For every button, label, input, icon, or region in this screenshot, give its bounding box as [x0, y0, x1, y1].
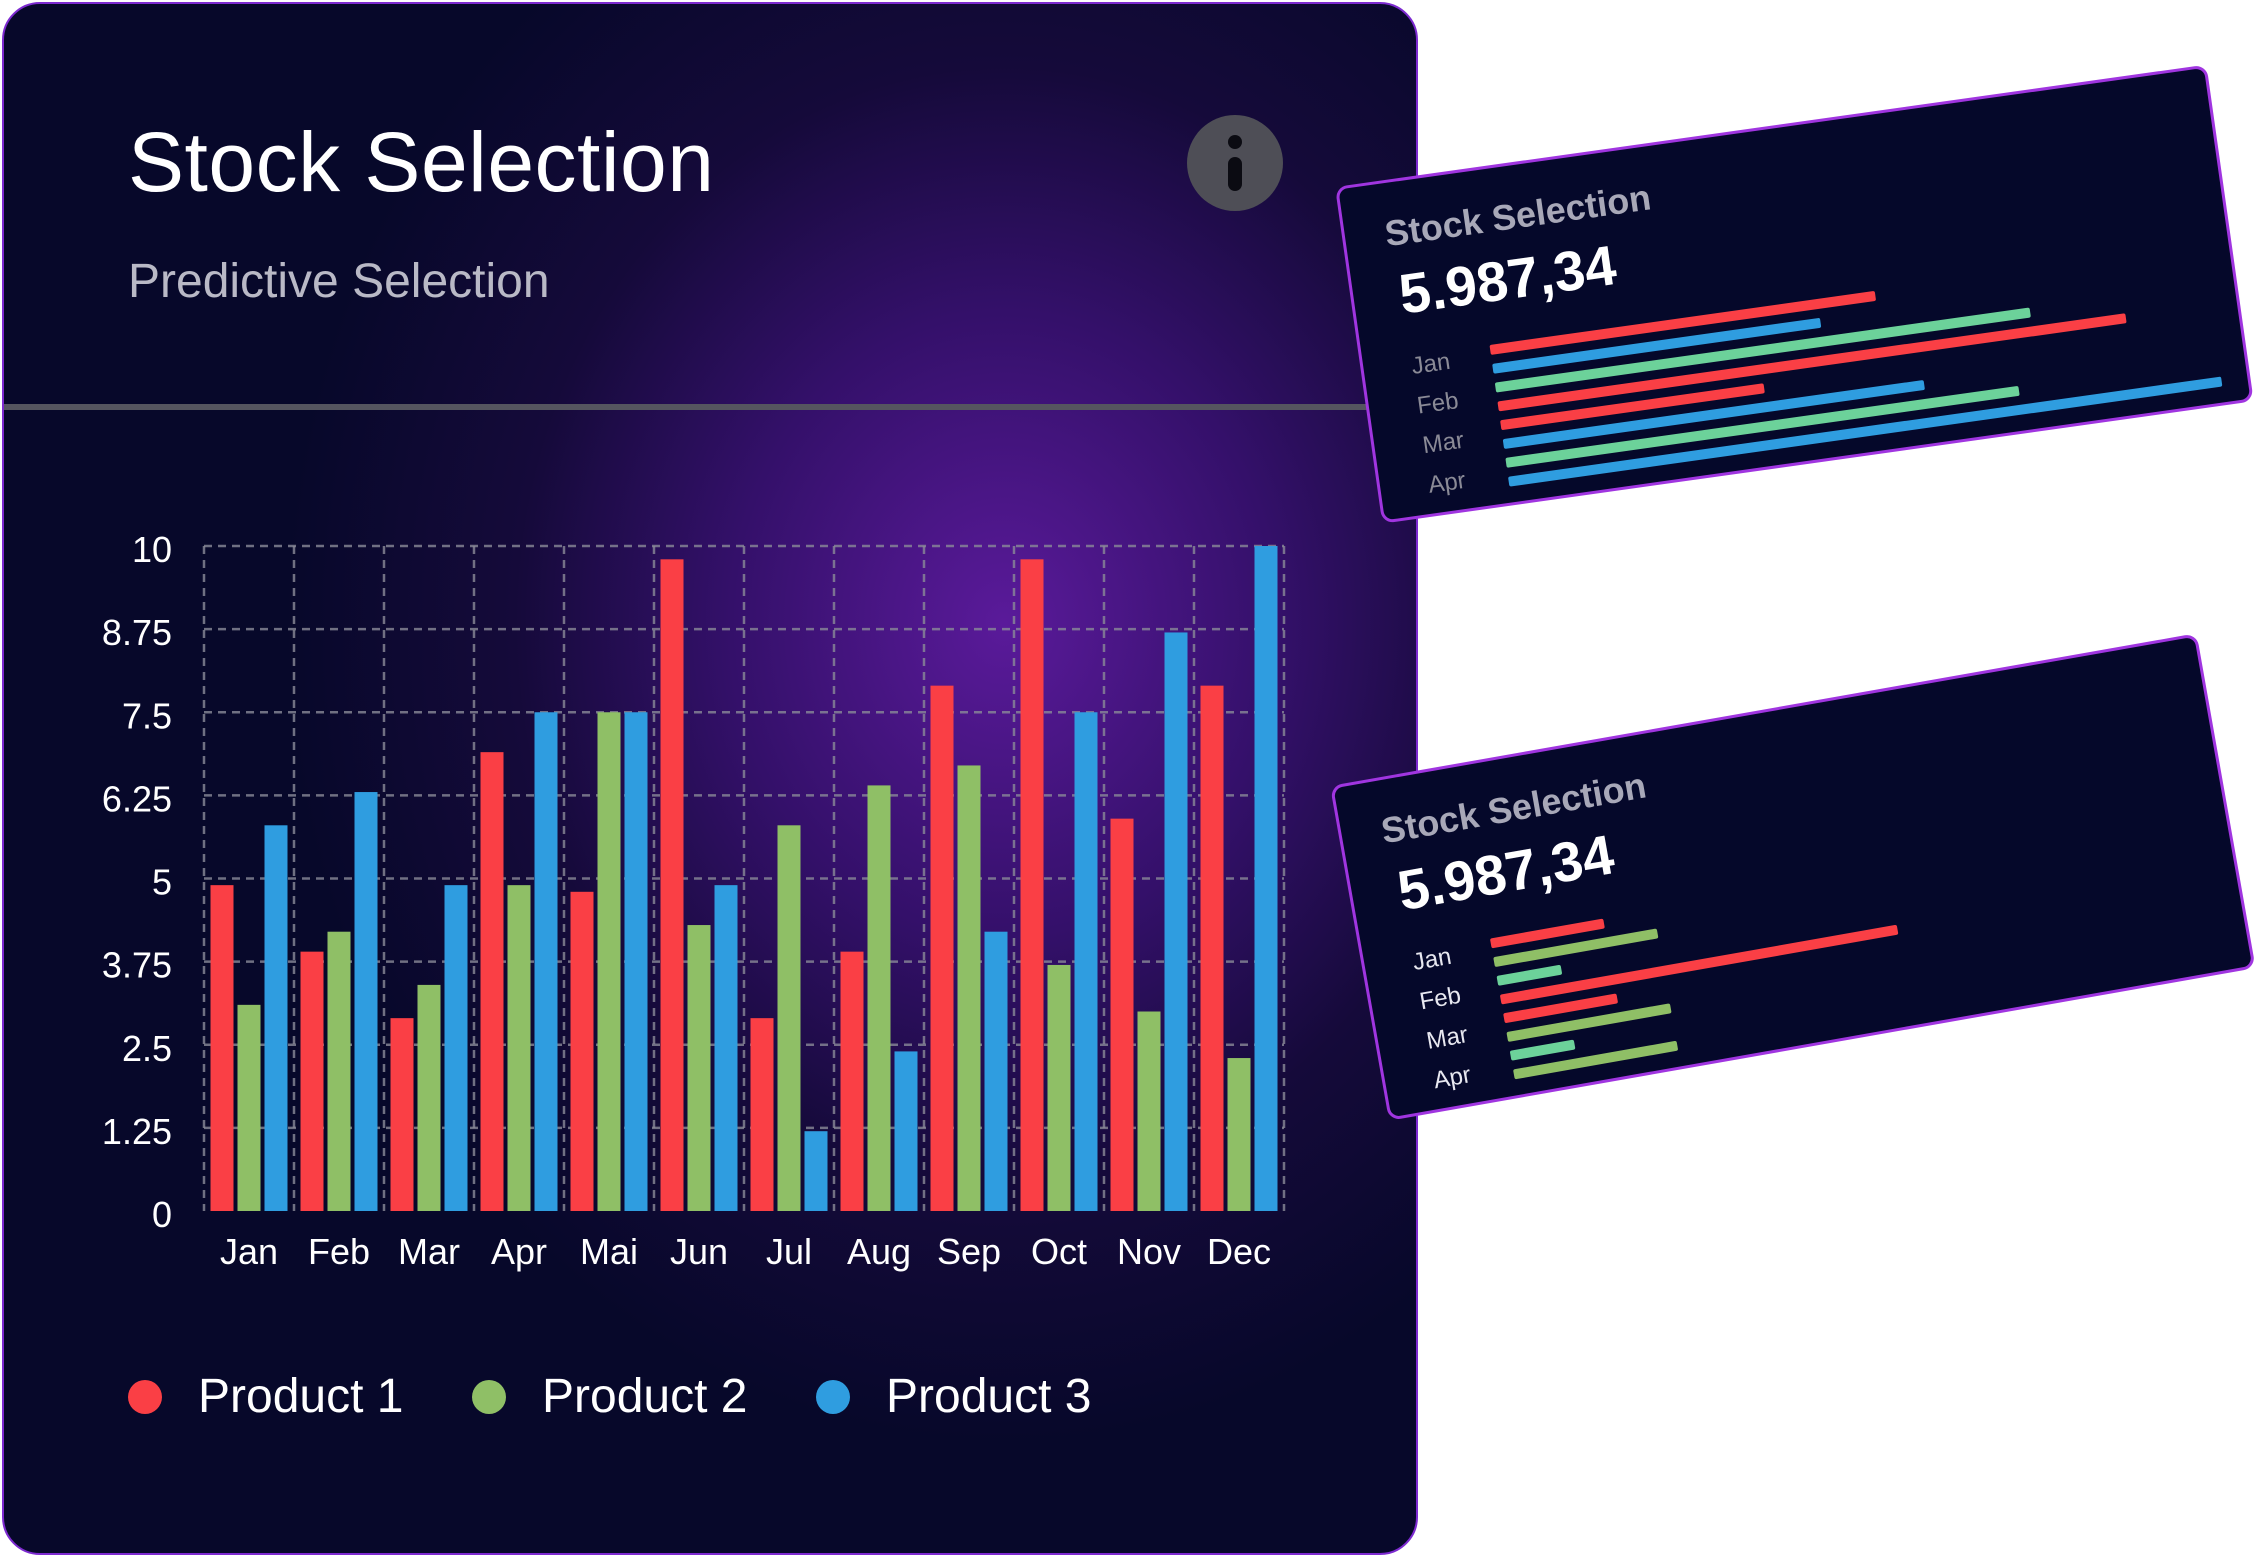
- y-tick-label: 1.25: [102, 1111, 172, 1152]
- mini-month-label: Feb: [1415, 387, 1461, 420]
- mini-month-label: Mar: [1420, 426, 1466, 460]
- x-tick-label: Dec: [1207, 1231, 1271, 1272]
- legend-dot-product-2: [472, 1379, 506, 1414]
- bar-product-2-oct: [1047, 964, 1071, 1211]
- card-title: Stock Selection: [128, 115, 715, 209]
- bar-product-3-jan: [264, 825, 288, 1211]
- x-tick-label: Mar: [398, 1231, 460, 1272]
- legend-product-1: Product 1: [128, 1369, 403, 1424]
- bar-product-2-apr: [507, 885, 531, 1211]
- bar-product-3-mar: [444, 885, 468, 1211]
- bar-product-2-sep: [957, 765, 981, 1211]
- mini-bar: [1509, 1039, 1576, 1061]
- bar-product-3-aug: [894, 1051, 918, 1211]
- stock-selection-card: Stock Selection Predictive Selection 0 1.…: [2, 2, 1418, 1555]
- card-subtitle: Predictive Selection: [128, 255, 550, 308]
- bar-product-2-jun: [687, 925, 711, 1211]
- bar-product-2-mai: [597, 712, 621, 1211]
- x-tick-label: Aug: [847, 1231, 911, 1272]
- mini-bar-chart: Jan Feb Mar Apr: [1338, 68, 2223, 499]
- x-tick-label: Jun: [670, 1231, 728, 1272]
- legend-dot-product-3: [816, 1379, 850, 1414]
- bar-product-1-jul: [750, 1018, 774, 1211]
- bar-product-3-jul: [804, 1131, 828, 1211]
- bar-product-1-nov: [1110, 818, 1134, 1211]
- legend-dot-product-1: [128, 1379, 162, 1414]
- x-tick-label: Apr: [491, 1231, 547, 1272]
- y-tick-label: 8.75: [102, 612, 172, 653]
- bar-product-3-dec: [1254, 546, 1278, 1211]
- bar-product-2-jan: [237, 1004, 261, 1211]
- y-tick-label: 2.5: [122, 1028, 172, 1069]
- y-tick-label: 0: [152, 1194, 172, 1235]
- bar-product-1-feb: [300, 951, 324, 1211]
- mini-stock-card-2: Stock Selection 5.987,34 Jan Feb Mar Apr: [1330, 633, 2256, 1121]
- bar-product-1-apr: [480, 752, 504, 1211]
- bar-product-2-mar: [417, 984, 441, 1211]
- y-tick-label: 3.75: [102, 945, 172, 986]
- bar-product-1-mar: [390, 1018, 414, 1211]
- mini-card-title: Stock Selection: [1382, 176, 1654, 255]
- y-tick-label: 6.25: [102, 778, 172, 819]
- bar-product-1-aug: [840, 951, 864, 1211]
- bar-product-3-jun: [714, 885, 738, 1211]
- x-tick-label: Nov: [1117, 1231, 1181, 1272]
- legend-product-2: Product 2: [472, 1369, 747, 1424]
- bar-product-3-mai: [624, 712, 648, 1211]
- x-tick-label: Jul: [766, 1231, 812, 1272]
- mini-month-label: Apr: [1431, 1061, 1473, 1095]
- mini-month-label: Apr: [1426, 466, 1468, 499]
- info-icon: [1228, 135, 1242, 191]
- mini-month-label: Mar: [1424, 1021, 1470, 1055]
- bar-product-3-nov: [1164, 632, 1188, 1211]
- bar-product-3-apr: [534, 712, 558, 1211]
- divider: [4, 404, 1416, 410]
- y-tick-label: 10: [132, 529, 172, 570]
- bar-product-2-nov: [1137, 1011, 1161, 1211]
- mini-stock-card-1: Stock Selection 5.987,34 Jan Feb Mar Apr: [1335, 64, 2254, 524]
- bar-product-1-oct: [1020, 559, 1044, 1211]
- x-tick-label: Jan: [220, 1231, 278, 1272]
- x-tick-label: Sep: [937, 1231, 1001, 1272]
- mini-month-label: Jan: [1409, 347, 1452, 380]
- legend-label-product-2: Product 2: [542, 1370, 748, 1423]
- y-tick-label: 7.5: [122, 695, 172, 736]
- bar-product-3-feb: [354, 792, 378, 1211]
- legend-label-product-3: Product 3: [886, 1370, 1092, 1423]
- mini-month-label: Feb: [1417, 981, 1463, 1016]
- bar-product-1-jan: [210, 885, 234, 1211]
- x-tick-label: Feb: [308, 1231, 370, 1272]
- bar-product-2-aug: [867, 785, 891, 1211]
- x-tick-label: Oct: [1031, 1231, 1087, 1272]
- legend-product-3: Product 3: [816, 1369, 1091, 1424]
- x-tick-label: Mai: [580, 1231, 638, 1272]
- mini-bar-chart: Jan Feb Mar Apr: [1333, 637, 2194, 1094]
- bar-product-1-sep: [930, 685, 954, 1211]
- mini-bar: [1494, 307, 2031, 393]
- bar-product-1-mai: [570, 891, 594, 1211]
- bar-product-1-dec: [1200, 685, 1224, 1211]
- bar-product-3-sep: [984, 931, 1008, 1211]
- info-button[interactable]: [1187, 115, 1283, 211]
- legend-label-product-1: Product 1: [198, 1370, 404, 1423]
- bar-product-2-jul: [777, 825, 801, 1211]
- y-tick-label: 5: [152, 862, 172, 903]
- mini-bar: [1496, 964, 1563, 986]
- mini-month-label: Jan: [1410, 942, 1454, 977]
- bar-product-3-oct: [1074, 712, 1098, 1211]
- bar-product-1-jun: [660, 559, 684, 1211]
- bar-product-2-dec: [1227, 1058, 1251, 1211]
- bar-chart: 0 1.25 2.5 3.75 5 6.25 7.5 8.75 10 Jan Feb Mar Apr Ma…: [102, 529, 1286, 1272]
- bar-product-2-feb: [327, 931, 351, 1211]
